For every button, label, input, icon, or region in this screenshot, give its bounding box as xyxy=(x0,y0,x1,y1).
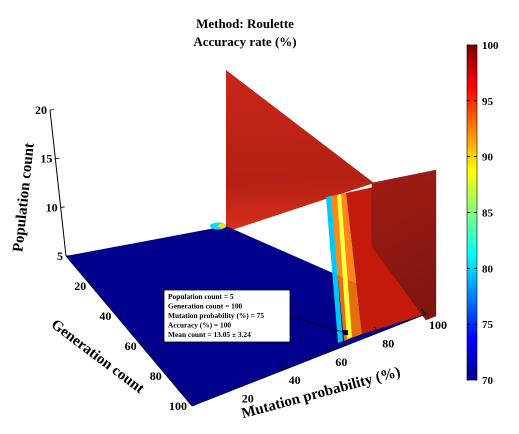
colorbar-tick-label: 75 xyxy=(482,319,494,331)
x-tick-label: 40 xyxy=(289,373,301,387)
z-tick-group: 5 10 15 20 xyxy=(35,103,71,263)
right-slice-edge xyxy=(371,169,437,321)
y-tick-label: 80 xyxy=(150,369,162,383)
x-tick-mark xyxy=(233,382,240,388)
colorbar-tick-label: 100 xyxy=(482,40,499,52)
back-slice-plane xyxy=(226,70,374,230)
x-axis-line xyxy=(191,313,427,407)
x-tick-mark xyxy=(373,327,380,333)
z-axis-line xyxy=(49,109,67,257)
datatip-line: Generation count = 100 xyxy=(168,302,243,311)
right-slice-plane xyxy=(372,170,436,320)
y-tick-label: 60 xyxy=(125,339,137,353)
colorbar-tick-label: 95 xyxy=(482,96,494,108)
y-tick-mark xyxy=(141,343,147,347)
x-tick-mark xyxy=(327,345,333,352)
datatip-line: Mean count = 13.05 ± 3.24 xyxy=(168,330,251,339)
z-tick-label: 10 xyxy=(46,200,58,214)
colorbar-tick-label: 90 xyxy=(482,152,494,164)
z-tick-label: 20 xyxy=(35,103,47,117)
y-tick-mark xyxy=(166,373,172,377)
x-tick-mark xyxy=(280,363,286,370)
z-tick-label: 15 xyxy=(40,152,52,166)
y-axis-line xyxy=(65,255,193,407)
colorbar-tick-label: 80 xyxy=(482,263,494,275)
colorbar-tick-group: 70 75 80 85 90 95 100 xyxy=(467,40,499,387)
x-tick-label: 100 xyxy=(429,318,447,332)
datatip-line: Population count = 5 xyxy=(168,292,234,301)
chart-title: Method: Roulette xyxy=(196,16,294,31)
y-tick-label: 40 xyxy=(99,309,111,323)
floor-transition-cyan xyxy=(326,196,343,343)
y-tick-group: 20 40 60 80 100 xyxy=(74,279,198,413)
x-tick-label: 80 xyxy=(382,336,394,350)
floor-transition-core xyxy=(337,194,352,339)
datatip-line: Mutation probability (%) = 75 xyxy=(168,311,264,320)
x-tick-label: 20 xyxy=(242,392,254,406)
datatip-line: Accuracy (%) = 100 xyxy=(168,321,231,330)
y-tick-label: 20 xyxy=(74,279,86,293)
datatip-marker[interactable] xyxy=(343,330,348,335)
chart-subtitle: Accuracy rate (%) xyxy=(193,34,296,49)
z-tick-label: 5 xyxy=(57,249,63,263)
y-tick-label: 100 xyxy=(169,399,187,413)
x-tick-mark xyxy=(420,308,427,315)
y-tick-mark xyxy=(91,283,97,287)
floor-edge-spot-core xyxy=(218,223,226,229)
colorbar-tick-label: 70 xyxy=(482,375,494,387)
colorbar-tick-label: 85 xyxy=(482,208,494,220)
z-axis-label: Population count xyxy=(10,142,37,253)
datatip-pointer xyxy=(289,315,347,334)
x-tick-label: 60 xyxy=(335,355,347,369)
y-tick-mark xyxy=(116,313,122,317)
x-tick-group: 20 40 60 80 100 xyxy=(233,308,447,406)
